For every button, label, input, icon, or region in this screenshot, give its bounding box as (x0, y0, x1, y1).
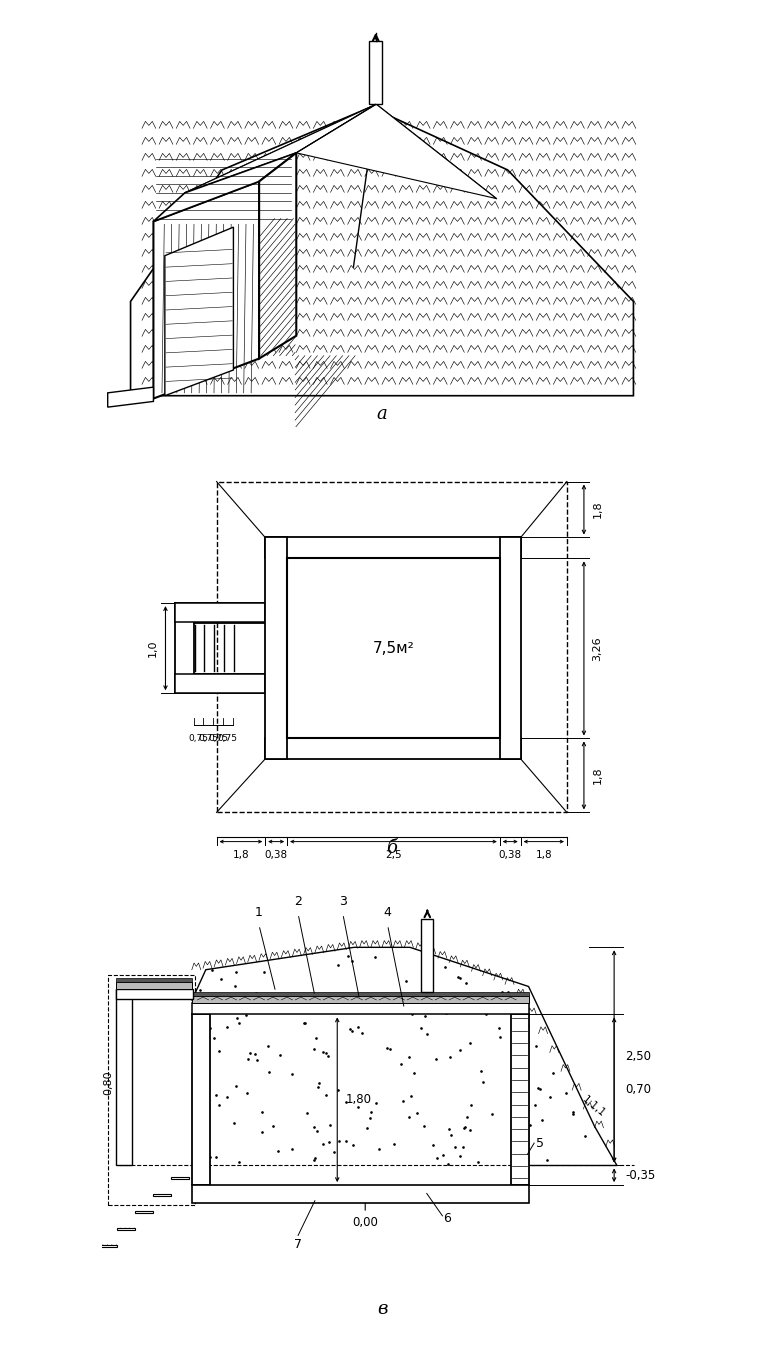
Text: 0,38: 0,38 (264, 850, 288, 860)
Text: 0,75: 0,75 (208, 734, 228, 743)
Polygon shape (192, 948, 617, 1165)
Text: 0,38: 0,38 (499, 850, 522, 860)
Bar (154, 1195, 171, 1196)
Text: 2,5: 2,5 (385, 850, 402, 860)
Text: 6: 6 (444, 1212, 452, 1224)
Bar (108, 975, 195, 1204)
Text: 7: 7 (294, 1238, 302, 1252)
Text: 0,70: 0,70 (625, 1083, 652, 1097)
Bar (216, 481, 567, 812)
Text: в: в (377, 1299, 387, 1318)
Text: 2,50: 2,50 (625, 1050, 652, 1063)
Bar (171, 1177, 189, 1180)
Text: 7,5м²: 7,5м² (373, 641, 414, 656)
Text: 0,75: 0,75 (189, 734, 209, 743)
Bar (265, 537, 521, 559)
Bar (192, 1003, 529, 1014)
Text: -0,35: -0,35 (625, 1169, 656, 1182)
Text: 1,80: 1,80 (345, 1093, 371, 1106)
Text: 5: 5 (536, 1136, 544, 1150)
Text: 4: 4 (384, 906, 391, 919)
Polygon shape (296, 104, 497, 198)
Text: 0,80: 0,80 (103, 1070, 114, 1094)
Bar (175, 674, 265, 693)
Bar (99, 1245, 118, 1246)
Bar (500, 537, 521, 759)
Bar (421, 919, 433, 993)
Text: 1,0: 1,0 (148, 640, 158, 656)
Bar (135, 1211, 154, 1214)
Bar (116, 990, 132, 1165)
Bar (192, 1185, 529, 1203)
Text: 0,75: 0,75 (218, 734, 238, 743)
Bar (265, 537, 287, 759)
Polygon shape (154, 182, 259, 399)
Polygon shape (165, 228, 234, 396)
Bar (287, 559, 500, 739)
Text: 0,75: 0,75 (199, 734, 219, 743)
Text: 1,8: 1,8 (536, 850, 552, 860)
Text: 1: 1 (255, 906, 263, 919)
Polygon shape (185, 104, 377, 193)
Text: 1,8: 1,8 (593, 766, 603, 784)
Bar (192, 1014, 210, 1185)
Polygon shape (154, 153, 296, 221)
Bar (116, 990, 193, 999)
Polygon shape (259, 153, 296, 358)
Bar (510, 1014, 529, 1185)
Text: б: б (387, 839, 397, 857)
Bar (175, 603, 265, 621)
Text: 0,00: 0,00 (352, 1216, 378, 1229)
Text: а: а (377, 404, 387, 423)
Bar (192, 993, 529, 997)
Text: 1:1,1: 1:1,1 (581, 1094, 607, 1119)
Text: 2: 2 (294, 895, 302, 909)
Text: 3,26: 3,26 (593, 636, 603, 660)
Text: 3: 3 (339, 895, 347, 909)
Text: 1,8: 1,8 (593, 500, 603, 518)
Bar (116, 982, 192, 990)
Bar (265, 739, 521, 759)
Bar (370, 42, 382, 104)
Polygon shape (108, 388, 154, 407)
Bar (192, 997, 529, 1003)
Text: 1,8: 1,8 (232, 850, 249, 860)
Bar (118, 1227, 135, 1230)
Polygon shape (131, 107, 633, 396)
Bar (116, 978, 192, 982)
